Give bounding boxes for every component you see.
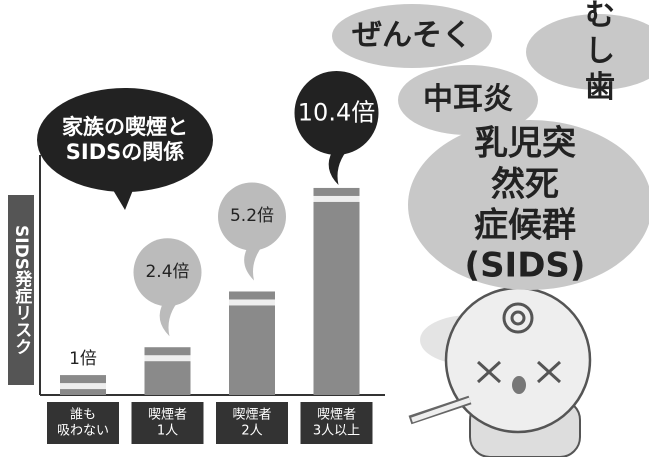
annotation: 中耳炎 [423, 82, 513, 118]
chart-title: 家族の喫煙と SIDSの関係 [62, 115, 188, 165]
annotation: むし歯 [576, 0, 625, 106]
x-tick-label: 喫煙者 1人 [148, 407, 187, 438]
bubble-tail [329, 151, 347, 185]
x-tick-label: 喫煙者 3人以上 [313, 407, 360, 438]
value-label: 2.4倍 [145, 262, 189, 282]
annotation: ぜんそく [352, 18, 472, 54]
infographic: 家族の喫煙と SIDSの関係 SIDS発症リスク 誰も 吸わない 1倍喫煙者 1人… [0, 0, 649, 457]
bubble-tail [160, 302, 178, 336]
bar [229, 291, 275, 395]
annotation: 乳児突然死 症候群(SIDS) [463, 123, 587, 286]
value-label: 1倍 [69, 349, 97, 369]
value-label: 10.4倍 [298, 99, 375, 128]
baby-illustration [410, 288, 590, 457]
bar-highlight [60, 383, 106, 389]
x-tick-label: 誰も 吸わない [57, 407, 109, 438]
bubble-tail [244, 246, 262, 280]
bar [314, 188, 360, 395]
value-label: 5.2倍 [230, 206, 274, 226]
bar-highlight [314, 196, 360, 202]
y-axis-label: SIDS発症リスク [11, 225, 31, 355]
bar [145, 347, 191, 395]
bar-highlight [229, 299, 275, 305]
bar-highlight [145, 355, 191, 361]
x-tick-label: 喫煙者 2人 [232, 407, 271, 438]
